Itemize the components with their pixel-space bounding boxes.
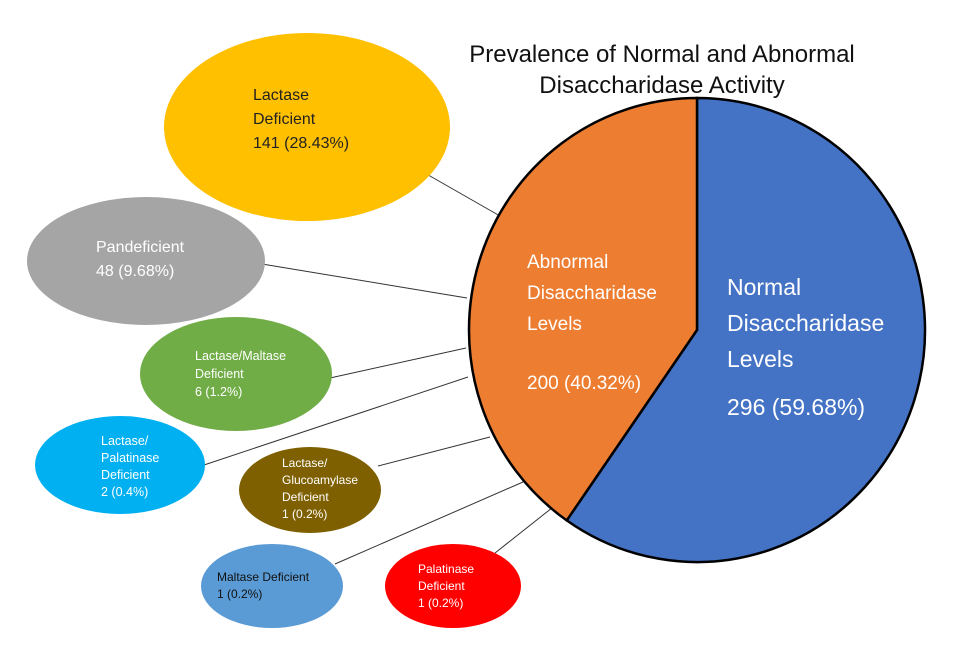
pie-label-normal: Normal Disaccharidase Levels 296 (59.68%) bbox=[727, 274, 884, 420]
bubble-label-line: 1 (0.2%) bbox=[418, 596, 463, 610]
pie-label-line: Normal bbox=[727, 274, 801, 300]
connector-maltase-deficient bbox=[334, 481, 524, 565]
connector-lactase-palatinase-deficient bbox=[203, 376, 469, 466]
connector-pandeficient bbox=[261, 263, 468, 299]
bubble-lactase-deficient: Lactase Deficient 141 (28.43%) bbox=[164, 33, 450, 221]
bubble-label-line: 1 (0.2%) bbox=[217, 587, 262, 601]
bubble-label-line: Lactase/Maltase bbox=[195, 349, 286, 363]
bubble-label-line: 48 (9.68%) bbox=[96, 263, 174, 280]
bubble-label-lactase-deficient: Lactase Deficient 141 (28.43%) bbox=[253, 87, 349, 152]
chart-title-line: Disaccharidase Activity bbox=[539, 72, 784, 99]
connector-lactase-deficient bbox=[422, 171, 501, 217]
chart-title-line: Prevalence of Normal and Abnormal bbox=[469, 41, 855, 68]
pie-label-line: Levels bbox=[527, 314, 582, 335]
bubble-label-line: Palatinase bbox=[101, 451, 159, 465]
chart-title: Prevalence of Normal and Abnormal Disacch… bbox=[469, 41, 855, 99]
bubble-label-line: Deficient bbox=[418, 579, 465, 593]
bubble-shape-lactase-palatinase-deficient bbox=[35, 416, 205, 514]
bubble-label-line: 1 (0.2%) bbox=[282, 507, 327, 521]
bubble-label-maltase-deficient: Maltase Deficient 1 (0.2%) bbox=[217, 570, 310, 601]
bubble-lactase-maltase-deficient: Lactase/Maltase Deficient 6 (1.2%) bbox=[140, 317, 332, 431]
bubble-shape-pandeficient bbox=[27, 197, 265, 325]
pie-label-line: Levels bbox=[727, 346, 793, 372]
pie bbox=[467, 96, 927, 564]
bubble-label-pandeficient: Pandeficient 48 (9.68%) bbox=[96, 239, 185, 280]
connector-lines bbox=[203, 171, 563, 565]
bubble-label-line: Lactase/ bbox=[101, 434, 149, 448]
bubble-label-line: Glucoamylase bbox=[282, 473, 358, 487]
pie-label-line: Disaccharidase bbox=[727, 310, 884, 336]
bubble-label-line: Lactase/ bbox=[282, 456, 328, 470]
pie-slice-abnormal bbox=[467, 96, 699, 523]
breakdown-bubbles: Lactase Deficient 141 (28.43%) Pandeficient… bbox=[27, 33, 521, 628]
bubble-label-line: 2 (0.4%) bbox=[101, 485, 148, 499]
pie-label-abnormal: Abnormal Disaccharidase Levels 200 (40.32%) bbox=[527, 252, 657, 394]
bubble-palatinase-deficient: Palatinase Deficient 1 (0.2%) bbox=[385, 544, 521, 628]
connector-lactase-maltase-deficient bbox=[329, 347, 467, 379]
bubble-label-line: Maltase Deficient bbox=[217, 570, 310, 584]
bubble-label-line: 6 (1.2%) bbox=[195, 385, 242, 399]
pie-label-line: Disaccharidase bbox=[527, 283, 657, 304]
bubble-label-lactase-maltase-deficient: Lactase/Maltase Deficient 6 (1.2%) bbox=[195, 349, 286, 399]
chart-title-text: Prevalence of Normal and Abnormal Disacch… bbox=[469, 41, 855, 99]
bubble-label-line: Lactase bbox=[253, 87, 309, 104]
pie-labels: Normal Disaccharidase Levels 296 (59.68%) Ab… bbox=[527, 252, 884, 420]
pie-value-abnormal: 200 (40.32%) bbox=[527, 373, 641, 394]
bubble-label-line: Palatinase bbox=[418, 562, 474, 576]
pie-value-normal: 296 (59.68%) bbox=[727, 394, 865, 420]
bubble-shape-lactase-maltase-deficient bbox=[140, 317, 332, 431]
connector-lactase-glucoamylase-deficient bbox=[377, 436, 491, 467]
bubble-shape-palatinase-deficient bbox=[385, 544, 521, 628]
bubble-label-lactase-palatinase-deficient: Lactase/Palatinase Deficient 2 (0.4%) bbox=[101, 434, 159, 499]
bubble-shape-lactase-deficient bbox=[164, 33, 450, 221]
bubble-pandeficient: Pandeficient 48 (9.68%) bbox=[27, 197, 265, 325]
pie-label-line: Abnormal bbox=[527, 252, 608, 273]
bubble-label-lactase-glucoamylase-deficient: Lactase/Glucoamylase Deficient 1 (0.2%) bbox=[282, 456, 358, 521]
bubble-shape-lactase-glucoamylase-deficient bbox=[239, 447, 381, 533]
bubble-label-line: Deficient bbox=[282, 490, 329, 504]
bubble-label-line: Deficient bbox=[101, 468, 150, 482]
bubble-lactase-glucoamylase-deficient: Lactase/Glucoamylase Deficient 1 (0.2%) bbox=[239, 447, 381, 533]
bubble-maltase-deficient: Maltase Deficient 1 (0.2%) bbox=[201, 544, 343, 628]
bubble-label-palatinase-deficient: Palatinase Deficient 1 (0.2%) bbox=[418, 562, 474, 610]
bubble-lactase-palatinase-deficient: Lactase/Palatinase Deficient 2 (0.4%) bbox=[35, 416, 205, 514]
bubble-shape-maltase-deficient bbox=[201, 544, 343, 628]
bubble-label-line: Deficient bbox=[253, 111, 316, 128]
bubble-label-line: Deficient bbox=[195, 367, 244, 381]
bubble-label-line: Pandeficient bbox=[96, 239, 185, 256]
pie-slice-normal bbox=[564, 96, 927, 564]
bubble-label-line: 141 (28.43%) bbox=[253, 135, 349, 152]
